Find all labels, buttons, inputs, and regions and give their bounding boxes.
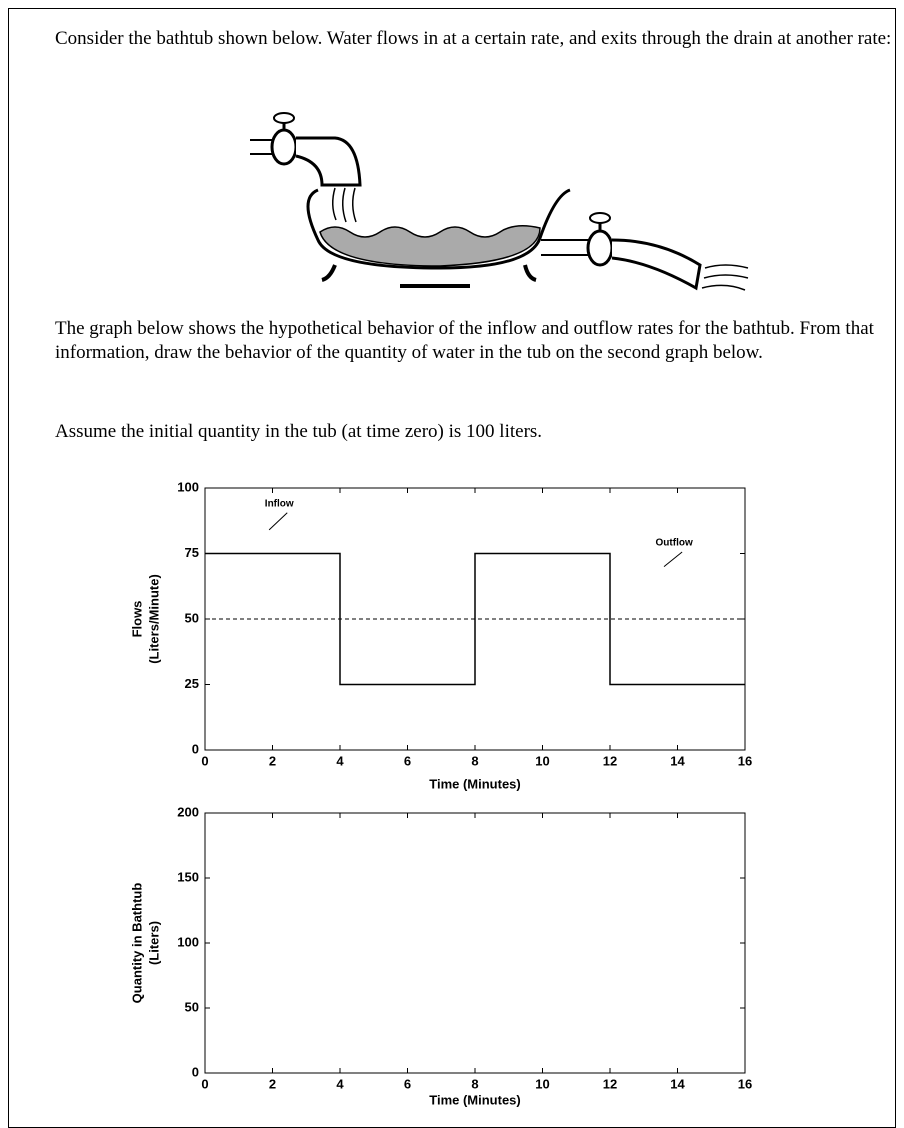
annotation: Inflow bbox=[265, 498, 294, 509]
y-tick-label: 150 bbox=[177, 869, 199, 884]
y-tick-label: 50 bbox=[185, 610, 199, 625]
y-axis-label: (Liters) bbox=[146, 921, 161, 965]
x-tick-label: 16 bbox=[738, 1076, 752, 1091]
bathtub-illustration bbox=[250, 112, 749, 291]
x-tick-label: 14 bbox=[670, 1076, 685, 1091]
x-tick-label: 10 bbox=[535, 1076, 549, 1091]
x-tick-label: 0 bbox=[201, 753, 208, 768]
y-axis-label: Quantity in Bathtub bbox=[129, 883, 144, 1004]
y-tick-label: 0 bbox=[192, 741, 199, 756]
y-tick-label: 100 bbox=[177, 479, 199, 494]
y-tick-label: 25 bbox=[185, 676, 199, 691]
x-axis-label: Time (Minutes) bbox=[429, 1092, 521, 1107]
x-tick-label: 10 bbox=[535, 753, 549, 768]
x-axis-label: Time (Minutes) bbox=[429, 776, 521, 791]
x-tick-label: 8 bbox=[471, 1076, 478, 1091]
paragraph-text: The graph below shows the hypothetical b… bbox=[55, 318, 874, 363]
annotation: Outflow bbox=[656, 538, 693, 549]
plot-frame bbox=[204, 812, 746, 1074]
x-tick-label: 4 bbox=[336, 753, 344, 768]
x-tick-label: 12 bbox=[603, 1076, 617, 1091]
intro-text: Consider the bathtub shown below. Water … bbox=[55, 28, 892, 49]
x-tick-label: 6 bbox=[404, 1076, 411, 1091]
y-tick-label: 75 bbox=[185, 545, 199, 560]
assumption-text: Assume the initial quantity in the tub (… bbox=[55, 421, 543, 442]
y-tick-label: 0 bbox=[192, 1064, 199, 1079]
x-tick-label: 2 bbox=[269, 753, 276, 768]
y-axis-label: Flows bbox=[129, 601, 144, 638]
x-tick-label: 0 bbox=[201, 1076, 208, 1091]
x-tick-label: 6 bbox=[404, 753, 411, 768]
x-tick-label: 16 bbox=[738, 753, 752, 768]
annotation-pointer bbox=[268, 512, 288, 531]
x-tick-label: 4 bbox=[336, 1076, 344, 1091]
x-tick-label: 2 bbox=[269, 1076, 276, 1091]
x-tick-label: 8 bbox=[471, 753, 478, 768]
annotation-pointer bbox=[663, 551, 683, 567]
x-tick-label: 12 bbox=[603, 753, 617, 768]
y-axis-label: (Liters/Minute) bbox=[146, 574, 161, 664]
y-tick-label: 200 bbox=[177, 804, 199, 819]
y-tick-label: 100 bbox=[177, 934, 199, 949]
y-tick-label: 50 bbox=[185, 999, 199, 1014]
x-tick-label: 14 bbox=[670, 753, 685, 768]
